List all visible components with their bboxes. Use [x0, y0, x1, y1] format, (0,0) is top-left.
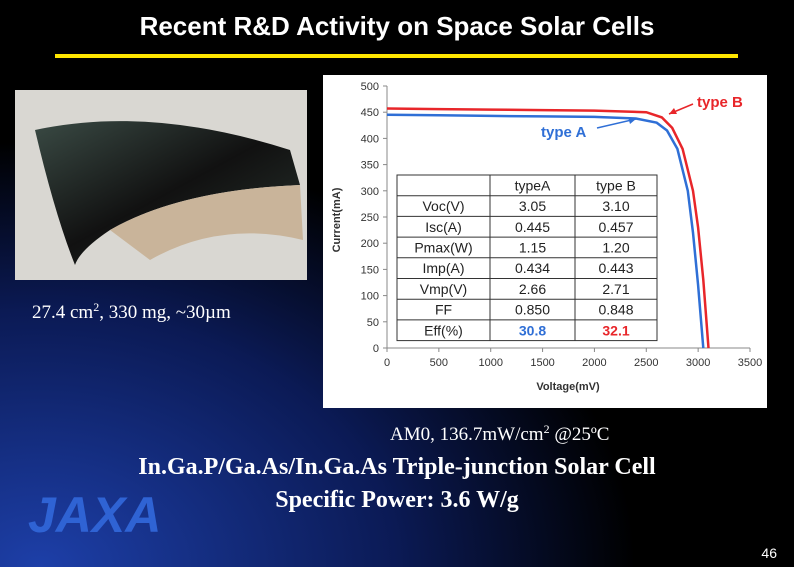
series-line: [386, 107, 710, 349]
series-line: [386, 113, 705, 349]
x-tick-label: 2500: [634, 357, 658, 369]
table-header: type B: [596, 177, 636, 193]
title-underline: [55, 54, 738, 58]
caption-text: , 330 mg, ~30µm: [99, 302, 231, 323]
y-tick-label: 100: [361, 291, 379, 303]
table-cell: 0.434: [515, 260, 550, 276]
table-cell: Vmp(V): [420, 281, 467, 297]
y-tick-label: 0: [373, 343, 379, 355]
table-cell: 1.15: [519, 239, 546, 255]
page-number: 46: [761, 545, 777, 561]
table-cell: Eff(%): [424, 322, 463, 338]
table-cell: 1.20: [602, 239, 629, 255]
y-tick-label: 500: [361, 81, 379, 93]
table-cell: 0.850: [515, 302, 550, 318]
logo: JAXA: [28, 487, 161, 543]
condition-sup: 2: [544, 422, 550, 436]
x-tick-label: 3000: [686, 357, 710, 369]
table-cell: Pmax(W): [414, 239, 472, 255]
table-header: typeA: [515, 177, 551, 193]
y-tick-label: 450: [361, 107, 379, 119]
table-cell: 3.05: [519, 198, 546, 214]
table-cell: Voc(V): [422, 198, 464, 214]
headline: In.Ga.P/Ga.As/In.Ga.As Triple-junction S…: [138, 454, 656, 480]
caption: 27.4 cm2, 330 mg, ~30µm: [32, 300, 231, 323]
table-cell: 0.445: [515, 219, 550, 235]
title: Recent R&D Activity on Space Solar Cells: [140, 11, 655, 41]
caption-sup: 2: [93, 300, 99, 314]
photo: [15, 90, 307, 280]
y-tick-label: 150: [361, 264, 379, 276]
table-cell: Isc(A): [425, 219, 462, 235]
x-tick-label: 3500: [738, 357, 762, 369]
x-tick-label: 0: [384, 357, 390, 369]
x-tick-label: 1500: [530, 357, 554, 369]
y-tick-label: 350: [361, 160, 379, 172]
table-cell: 32.1: [602, 322, 629, 338]
x-tick-label: 500: [430, 357, 448, 369]
y-axis-label: Current(mA): [331, 187, 343, 252]
x-axis-label: Voltage(mV): [536, 381, 600, 393]
y-tick-label: 300: [361, 186, 379, 198]
y-tick-label: 400: [361, 133, 379, 145]
table-cell: 0.848: [598, 302, 633, 318]
series-label: type B: [697, 94, 743, 111]
condition: AM0, 136.7mW/cm2 @25ºC: [390, 422, 609, 445]
table-cell: 0.443: [598, 260, 633, 276]
table-cell: 30.8: [519, 322, 546, 338]
x-tick-label: 1000: [478, 357, 502, 369]
caption-text: 27.4 cm: [32, 302, 93, 323]
annotations: [596, 103, 694, 129]
y-tick-label: 250: [361, 212, 379, 224]
x-tick-label: 2000: [582, 357, 606, 369]
table-cell: 0.457: [598, 219, 633, 235]
y-tick-label: 200: [361, 238, 379, 250]
condition-text: @25ºC: [550, 424, 610, 445]
table-cell: Imp(A): [423, 260, 465, 276]
series-label: type A: [541, 124, 586, 141]
chart: 0 50 100 150 200 250 300 350 400 450 500 0 500 1000 15…: [331, 81, 762, 393]
condition-text: AM0, 136.7mW/cm: [390, 424, 544, 445]
table-cell: 2.71: [602, 281, 629, 297]
headline: Specific Power: 3.6 W/g: [275, 487, 519, 513]
table-cell: 2.66: [519, 281, 546, 297]
table-cell: FF: [435, 302, 452, 318]
y-tick-label: 50: [367, 317, 379, 329]
table-cell: 3.10: [602, 198, 629, 214]
